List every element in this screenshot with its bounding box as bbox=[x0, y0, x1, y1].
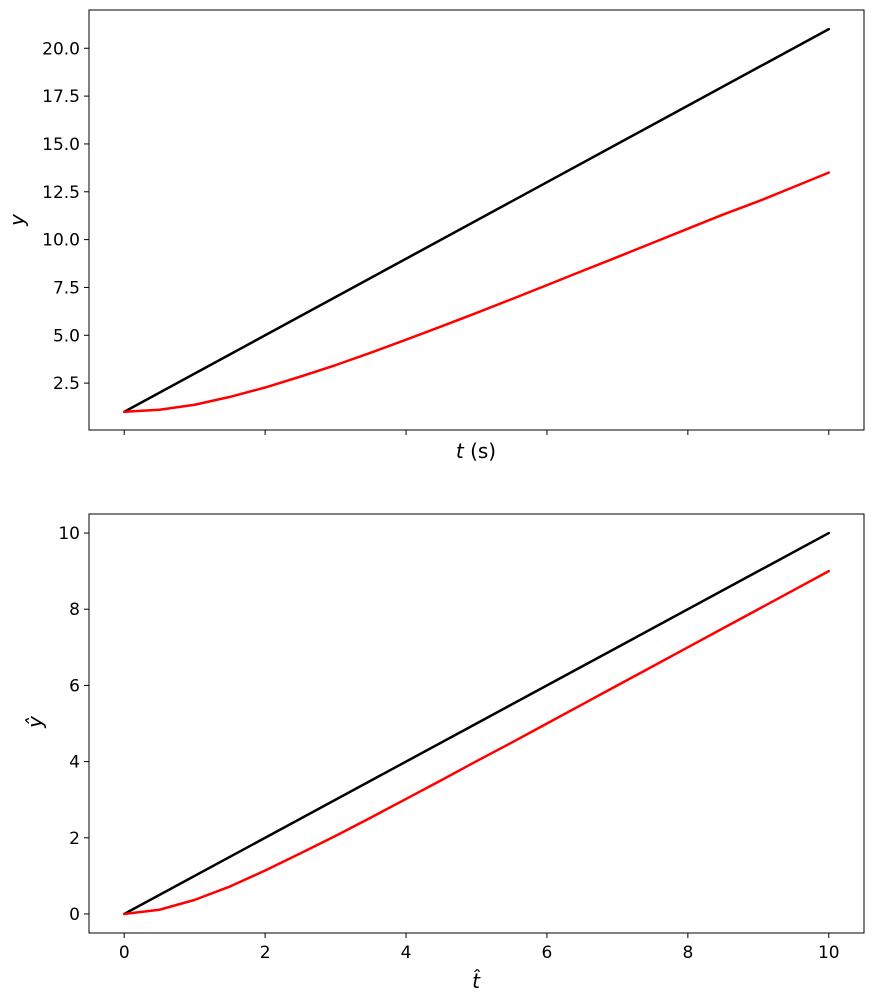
y-tick-label: 6 bbox=[69, 676, 80, 696]
y-tick-label: 5.0 bbox=[53, 326, 80, 346]
x-axis-label: t̂ bbox=[472, 969, 481, 993]
x-tick-label: 6 bbox=[542, 943, 553, 963]
series-line-black bbox=[122, 531, 831, 916]
x-tick-label: 2 bbox=[260, 943, 271, 963]
x-axis-variable: t bbox=[456, 439, 465, 463]
y-tick-label: 15.0 bbox=[42, 135, 80, 155]
y-tick-label: 0 bbox=[69, 905, 80, 925]
y-tick-label: 10.0 bbox=[42, 231, 80, 251]
y-tick-label: 20.0 bbox=[42, 39, 80, 59]
y-tick-label: 2 bbox=[69, 829, 80, 849]
plot-frame bbox=[88, 9, 865, 431]
y-tick-label: 8 bbox=[69, 600, 80, 620]
x-tick-label: 0 bbox=[119, 943, 130, 963]
x-axis-label: t (s) bbox=[456, 439, 496, 463]
series-line-red bbox=[122, 569, 831, 916]
y-tick-label: 7.5 bbox=[53, 278, 80, 298]
series-line-red bbox=[122, 171, 831, 414]
y-tick-label: 12.5 bbox=[42, 183, 80, 203]
plot-frame bbox=[88, 513, 865, 934]
x-tick-label: 10 bbox=[818, 943, 840, 963]
series-line-black bbox=[122, 27, 831, 414]
x-tick-label: 8 bbox=[682, 943, 693, 963]
y-axis-label: ŷ bbox=[23, 715, 47, 729]
top-chart-panel: 2.5 5.0 7.5 10.0 12.5 15.0 17.5 20.0 t (s) y bbox=[5, 9, 865, 463]
y-tick-label: 2.5 bbox=[53, 374, 80, 394]
y-axis-label: y bbox=[5, 213, 29, 227]
x-axis-unit: (s) bbox=[464, 439, 496, 463]
bottom-chart-panel: 0 2 4 6 8 10 0 2 4 6 8 10 t̂ ŷ bbox=[23, 513, 865, 993]
x-tick-label: 4 bbox=[401, 943, 412, 963]
y-tick-label: 4 bbox=[69, 753, 80, 773]
y-tick-label: 10 bbox=[58, 524, 80, 544]
y-tick-label: 17.5 bbox=[42, 87, 80, 107]
